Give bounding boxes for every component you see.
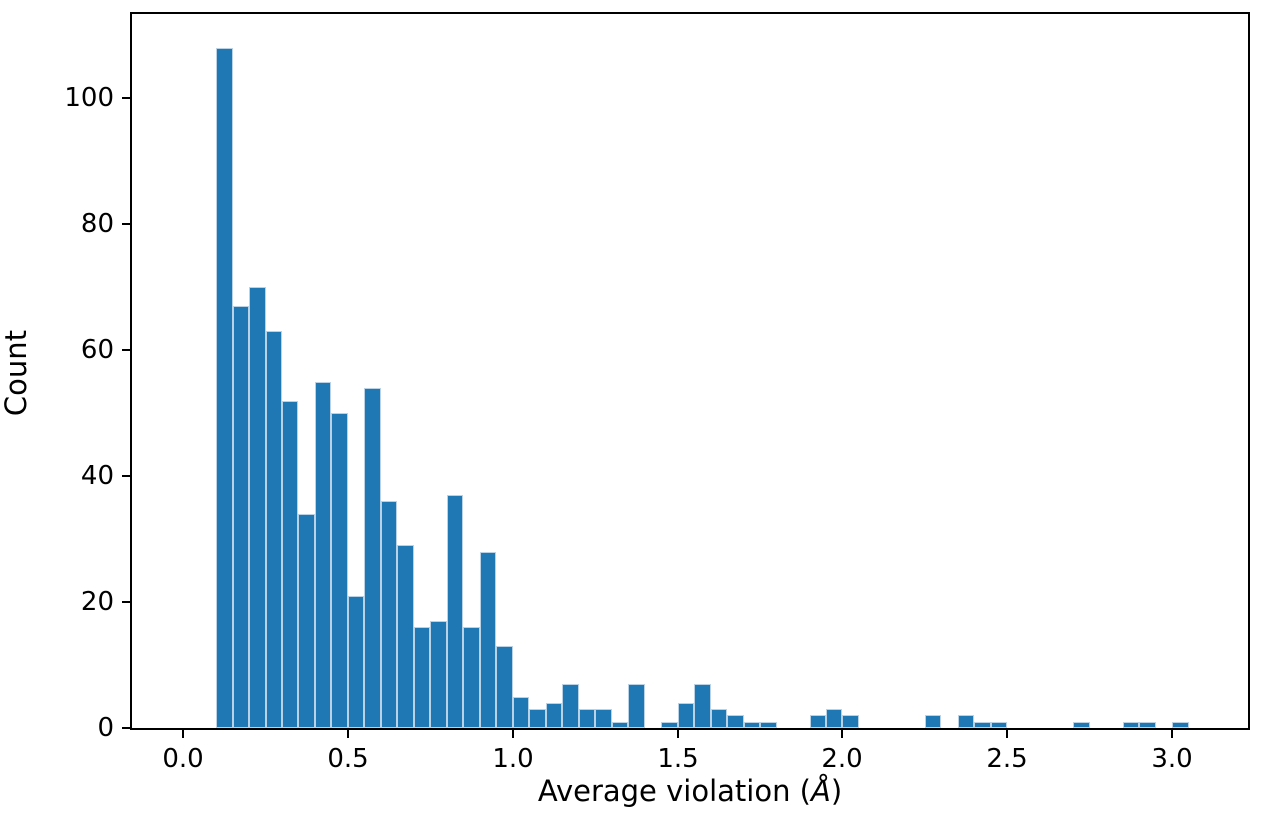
histogram-bar xyxy=(1123,722,1139,728)
histogram-bar xyxy=(282,401,298,728)
histogram-bar xyxy=(842,715,859,728)
histogram-bar xyxy=(348,596,364,728)
histogram-bar xyxy=(579,709,595,728)
histogram-bar xyxy=(562,684,579,728)
x-axis-tick-label: 0.5 xyxy=(327,744,369,774)
histogram-bar xyxy=(315,382,331,728)
histogram-bar xyxy=(331,413,348,728)
y-axis-tick xyxy=(122,223,130,225)
histogram-bar xyxy=(1139,722,1156,728)
x-axis-tick-label: 2.0 xyxy=(821,744,863,774)
histogram-bar xyxy=(760,722,777,728)
y-axis-tick-label: 20 xyxy=(80,587,114,617)
histogram-bar xyxy=(1172,722,1189,728)
plot-area xyxy=(130,12,1250,730)
x-axis-tick xyxy=(347,730,349,738)
histogram-bar xyxy=(397,545,414,728)
x-axis-label-text: Average violation ( xyxy=(537,774,811,808)
bars-container xyxy=(132,14,1248,728)
histogram-bar xyxy=(496,646,513,728)
y-axis-tick xyxy=(122,601,130,603)
x-axis-tick-label: 1.0 xyxy=(492,744,534,774)
histogram-bar xyxy=(529,709,546,728)
histogram-bar xyxy=(744,722,760,728)
histogram-bar xyxy=(925,715,941,728)
histogram-bar xyxy=(810,715,826,728)
histogram-bar xyxy=(612,722,628,728)
histogram-bar xyxy=(991,722,1007,728)
histogram-bar xyxy=(826,709,842,728)
y-axis-tick xyxy=(122,349,130,351)
histogram-bar xyxy=(711,709,727,728)
y-axis-tick-label: 40 xyxy=(80,461,114,491)
y-axis-tick-label: 80 xyxy=(80,209,114,239)
histogram-bar xyxy=(727,715,744,728)
histogram-bar xyxy=(678,703,694,728)
histogram-bar xyxy=(233,306,249,728)
histogram-bar xyxy=(974,722,991,728)
histogram-bar xyxy=(216,48,233,728)
histogram-bar xyxy=(628,684,645,728)
x-axis-tick xyxy=(1171,730,1173,738)
x-axis-label: Average violation (Å) xyxy=(130,774,1250,808)
histogram-bar xyxy=(1073,722,1090,728)
histogram-bar xyxy=(266,331,282,728)
x-axis-tick xyxy=(677,730,679,738)
histogram-bar xyxy=(546,703,562,728)
y-axis-tick xyxy=(122,475,130,477)
y-axis-tick-label: 100 xyxy=(64,83,114,113)
x-axis-tick-label: 0.0 xyxy=(162,744,204,774)
histogram-bar xyxy=(513,697,529,728)
histogram-bar xyxy=(463,627,480,728)
histogram-bar xyxy=(430,621,447,728)
y-axis-tick xyxy=(122,97,130,99)
x-axis-tick-label: 2.5 xyxy=(986,744,1028,774)
histogram-bar xyxy=(447,495,463,728)
histogram-bar xyxy=(595,709,612,728)
x-axis-tick xyxy=(512,730,514,738)
y-axis-tick xyxy=(122,727,130,729)
y-axis-tick-label: 60 xyxy=(80,335,114,365)
histogram-bar xyxy=(414,627,430,728)
x-axis-tick-label: 3.0 xyxy=(1151,744,1193,774)
y-axis-tick-label: 0 xyxy=(97,713,114,743)
histogram-bar xyxy=(694,684,711,728)
histogram-bar xyxy=(661,722,678,728)
histogram-bar xyxy=(364,388,381,728)
y-axis-label: Count xyxy=(0,329,33,417)
angstrom-symbol: Å xyxy=(811,774,831,808)
x-axis-tick xyxy=(1006,730,1008,738)
x-axis-tick xyxy=(182,730,184,738)
x-axis-label-close-paren: ) xyxy=(830,774,843,808)
x-axis-tick xyxy=(841,730,843,738)
x-axis-tick-label: 1.5 xyxy=(657,744,699,774)
histogram-bar xyxy=(381,501,397,728)
histogram-bar xyxy=(298,514,315,728)
histogram-bar xyxy=(480,552,496,728)
histogram-bar xyxy=(249,287,266,728)
histogram-bar xyxy=(958,715,974,728)
